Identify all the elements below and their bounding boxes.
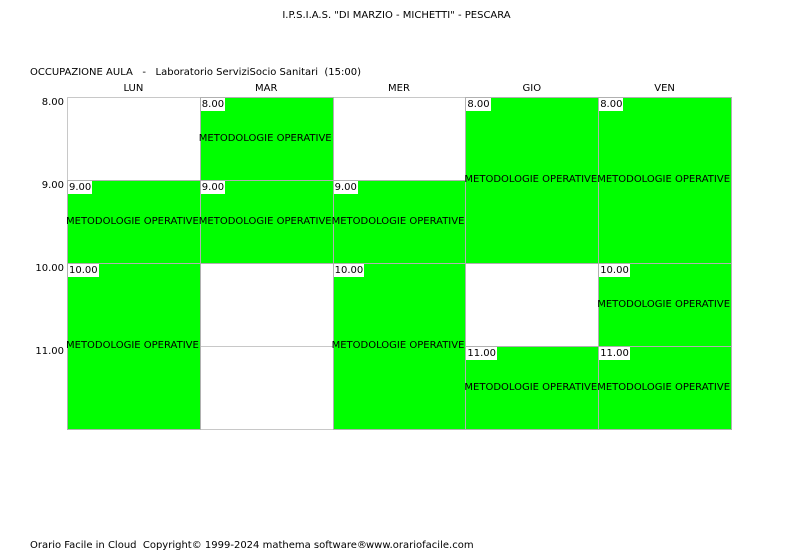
empty-slot	[465, 263, 600, 347]
day-header: MAR	[254, 83, 278, 94]
lesson-block: 9.00 METODOLOGIE OPERATIVE	[331, 180, 467, 264]
lesson-label: METODOLOGIE OPERATIVE	[66, 340, 199, 351]
lesson-time: 9.00	[68, 181, 93, 194]
empty-slot	[199, 346, 334, 430]
lesson-block: 9.00 METODOLOGIE OPERATIVE	[66, 180, 201, 264]
hour-label: 10.00	[35, 263, 64, 274]
website[interactable]: www.orariofacile.com	[366, 540, 474, 551]
lesson-time: 8.00	[466, 98, 491, 111]
day-header: VEN	[654, 83, 675, 94]
hour-label: 8.00	[41, 97, 64, 108]
lesson-time: 8.00	[599, 98, 624, 111]
lesson-block: 8.00 METODOLOGIE OPERATIVE	[198, 97, 334, 181]
lesson-block: 9.00 METODOLOGIE OPERATIVE	[198, 180, 334, 264]
hour-label: 9.00	[41, 180, 64, 191]
day-header: MER	[388, 83, 410, 94]
empty-slot	[67, 97, 201, 181]
lesson-time: 8.00	[200, 98, 226, 111]
lesson-block: 8.00 METODOLOGIE OPERATIVE	[597, 97, 732, 264]
title: I.P.S.I.A.S. "DI MARZIO - MICHETTI" - PE…	[282, 10, 511, 21]
lesson-time: 11.00	[466, 347, 498, 360]
lesson-block: 8.00 METODOLOGIE OPERATIVE	[464, 97, 600, 264]
lesson-label: METODOLOGIE OPERATIVE	[198, 132, 332, 144]
day-header: GIO	[522, 83, 542, 94]
copyright: Orario Facile in Cloud Copyright© 1999-2…	[30, 540, 367, 551]
day-header: LUN	[123, 83, 144, 94]
lesson-label: METODOLOGIE OPERATIVE	[198, 215, 332, 227]
lesson-time: 11.00	[599, 347, 630, 360]
subtitle: OCCUPAZIONE AULA - Laboratorio ServiziSo…	[30, 67, 362, 78]
lesson-time: 10.00	[68, 264, 99, 277]
lesson-block: 10.00 METODOLOGIE OPERATIVE	[597, 263, 732, 347]
lesson-block: 10.00 METODOLOGIE OPERATIVE	[66, 263, 201, 430]
lesson-label: METODOLOGIE OPERATIVE	[597, 174, 731, 185]
lesson-time: 10.00	[599, 264, 630, 277]
lesson-label: METODOLOGIE OPERATIVE	[331, 215, 465, 227]
lesson-time: 9.00	[333, 181, 358, 194]
lesson-block: 11.00 METODOLOGIE OPERATIVE	[597, 346, 732, 430]
lesson-block: 10.00 METODOLOGIE OPERATIVE	[331, 263, 467, 430]
empty-slot	[199, 263, 334, 347]
lesson-label: METODOLOGIE OPERATIVE	[464, 174, 598, 185]
lesson-label: METODOLOGIE OPERATIVE	[597, 298, 731, 310]
lesson-label: METODOLOGIE OPERATIVE	[331, 340, 465, 351]
hour-label: 11.00	[35, 346, 64, 357]
lesson-time: 9.00	[200, 181, 226, 194]
empty-slot	[332, 97, 467, 181]
lesson-time: 10.00	[333, 264, 365, 277]
lesson-label: METODOLOGIE OPERATIVE	[597, 381, 731, 393]
lesson-label: METODOLOGIE OPERATIVE	[464, 381, 598, 393]
lesson-label: METODOLOGIE OPERATIVE	[66, 215, 199, 227]
lesson-block: 11.00 METODOLOGIE OPERATIVE	[464, 346, 600, 430]
